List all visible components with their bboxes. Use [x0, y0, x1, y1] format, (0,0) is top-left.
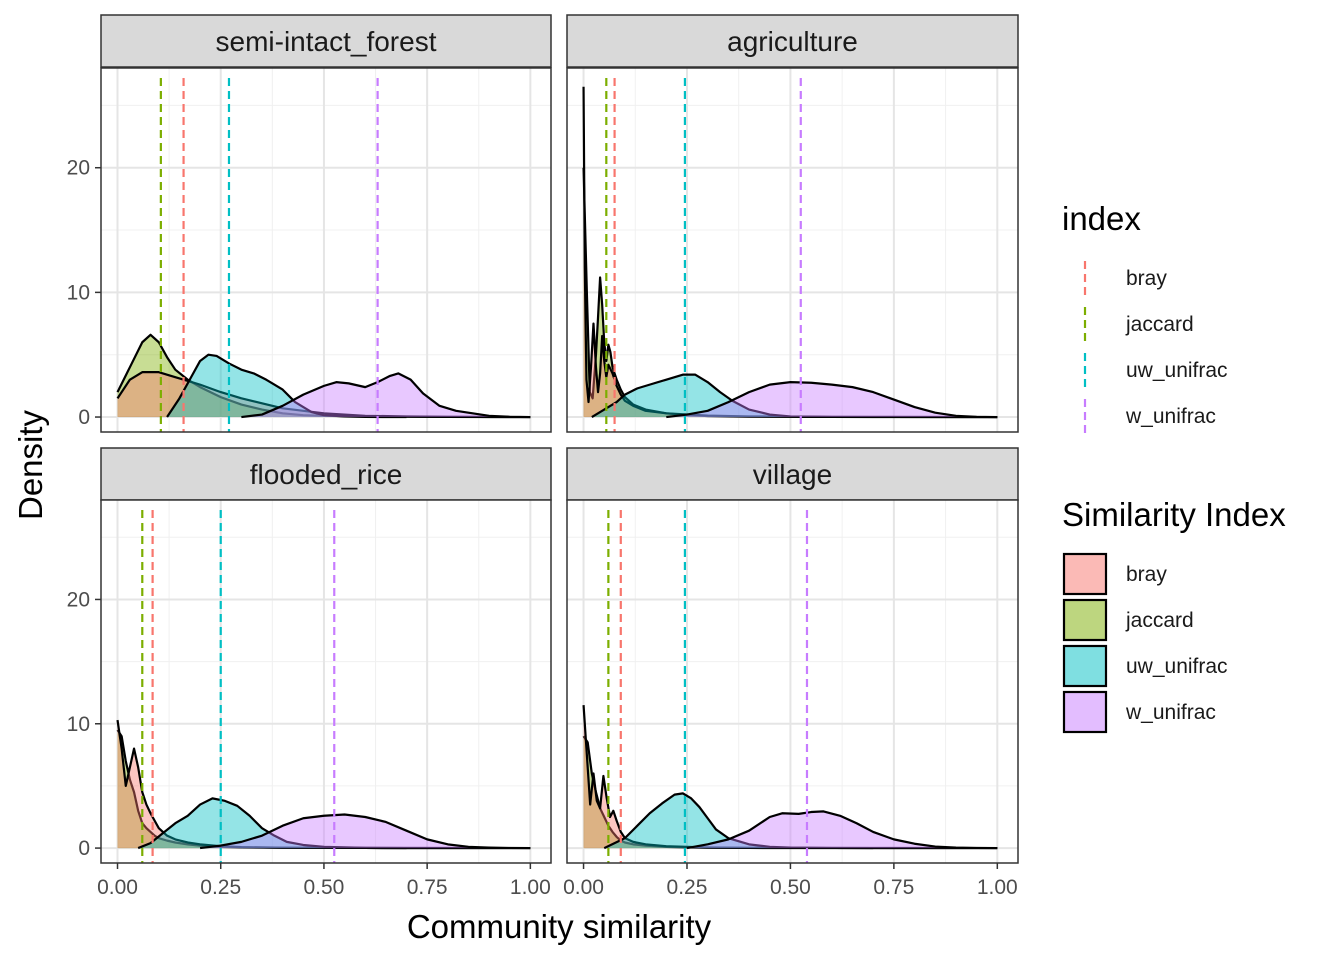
density-line-uw_unifrac: [137, 797, 407, 850]
panel-border: [100, 67, 552, 433]
density-area-uw_unifrac: [167, 354, 407, 418]
facet-strip: [100, 447, 552, 501]
density-line-w_unifrac: [686, 810, 998, 850]
legend-label-uw_unifrac: uw_unifrac: [1126, 359, 1228, 382]
x-tick-label: 0.00: [563, 876, 604, 899]
density-line-bray: [582, 705, 998, 850]
x-tick-label: 0.25: [200, 876, 241, 899]
panel-border: [566, 499, 1019, 864]
x-tick-label: 0.25: [667, 876, 708, 899]
density-line-bray: [116, 719, 531, 850]
density-line-uw_unifrac: [166, 353, 407, 419]
y-tick-label: 0: [78, 406, 90, 429]
facet-strip: [566, 14, 1019, 68]
legend-similarity-index: Similarity Index bray jaccard uw_unifrac w_u…: [1062, 496, 1286, 734]
density-line-uw_unifrac: [603, 792, 874, 850]
facet-strip-label: agriculture: [727, 26, 858, 57]
y-tick-label: 10: [67, 281, 90, 304]
facet-strip-label: semi-intact_forest: [216, 26, 437, 57]
panel-background: [567, 68, 1018, 432]
facet-panel-agriculture: agriculture: [566, 14, 1019, 433]
panel-border: [566, 67, 1019, 433]
y-tick-label: 0: [78, 837, 90, 860]
facet-strip: [100, 14, 552, 68]
facet-strip-label: village: [753, 459, 832, 490]
panel-background: [101, 500, 551, 863]
legend-label-jaccard: jaccard: [1125, 609, 1194, 632]
x-axis-title: Community similarity: [407, 908, 712, 945]
x-tick-label: 0.75: [873, 876, 914, 899]
density-line-w_unifrac: [666, 381, 998, 419]
axes: Community similarity Density 0 10 20 0 10 20 0…: [12, 157, 1018, 945]
y-axis-title: Density: [12, 409, 49, 520]
legend-label-bray: bray: [1126, 563, 1167, 586]
y-tick-label: 20: [67, 157, 90, 180]
legend-key-uw_unifrac: [1062, 644, 1108, 688]
legends: indexbrayjaccarduw_unifracw_unifracSimil…: [1062, 200, 1286, 734]
facet-panel-flooded_rice: flooded_rice: [100, 447, 552, 864]
density-area-uw_unifrac: [591, 374, 998, 418]
facet-panel-semi-intact_forest: semi-intact_forest: [100, 14, 552, 433]
y-tick-label: 20: [67, 588, 90, 611]
legend-label-w_unifrac: w_unifrac: [1125, 701, 1216, 724]
legend-index: index bray jaccard uw_unifrac w_unifrac: [1062, 200, 1228, 437]
x-tick-label: 0.75: [407, 876, 448, 899]
x-tick-label: 0.00: [97, 876, 138, 899]
legend-label-w_unifrac: w_unifrac: [1125, 405, 1216, 428]
density-line-uw_unifrac: [591, 373, 998, 419]
panel-border: [100, 499, 552, 864]
density-area-w_unifrac: [241, 373, 531, 418]
legend-label-uw_unifrac: uw_unifrac: [1126, 655, 1228, 678]
x-tick-label: 1.00: [510, 876, 551, 899]
legend-key-w_unifrac: [1062, 690, 1108, 734]
legend-label-jaccard: jaccard: [1125, 313, 1194, 336]
density-line-w_unifrac: [241, 372, 531, 419]
density-area-uw_unifrac: [604, 793, 874, 849]
panel-background: [567, 500, 1018, 863]
facet-strip-label: flooded_rice: [250, 459, 403, 490]
y-tick-label: 10: [67, 713, 90, 736]
x-tick-label: 1.00: [977, 876, 1018, 899]
facet-panels: semi-intact_forest agriculture flooded_ric…: [100, 14, 1019, 864]
legend-label-bray: bray: [1126, 267, 1167, 290]
density-area-bray: [117, 372, 531, 418]
density-line-w_unifrac: [199, 813, 531, 850]
x-tick-label: 0.50: [770, 876, 811, 899]
legend-key-bray: [1062, 552, 1108, 596]
legend-title: Similarity Index: [1062, 496, 1286, 533]
legend-title: index: [1062, 200, 1141, 237]
legend-key-jaccard: [1062, 598, 1108, 642]
density-area-uw_unifrac: [138, 798, 407, 849]
density-area-w_unifrac: [200, 814, 531, 849]
facet-panel-village: village: [566, 447, 1019, 864]
x-tick-label: 0.50: [303, 876, 344, 899]
panel-grid: [567, 500, 1018, 863]
density-area-w_unifrac: [666, 382, 998, 418]
